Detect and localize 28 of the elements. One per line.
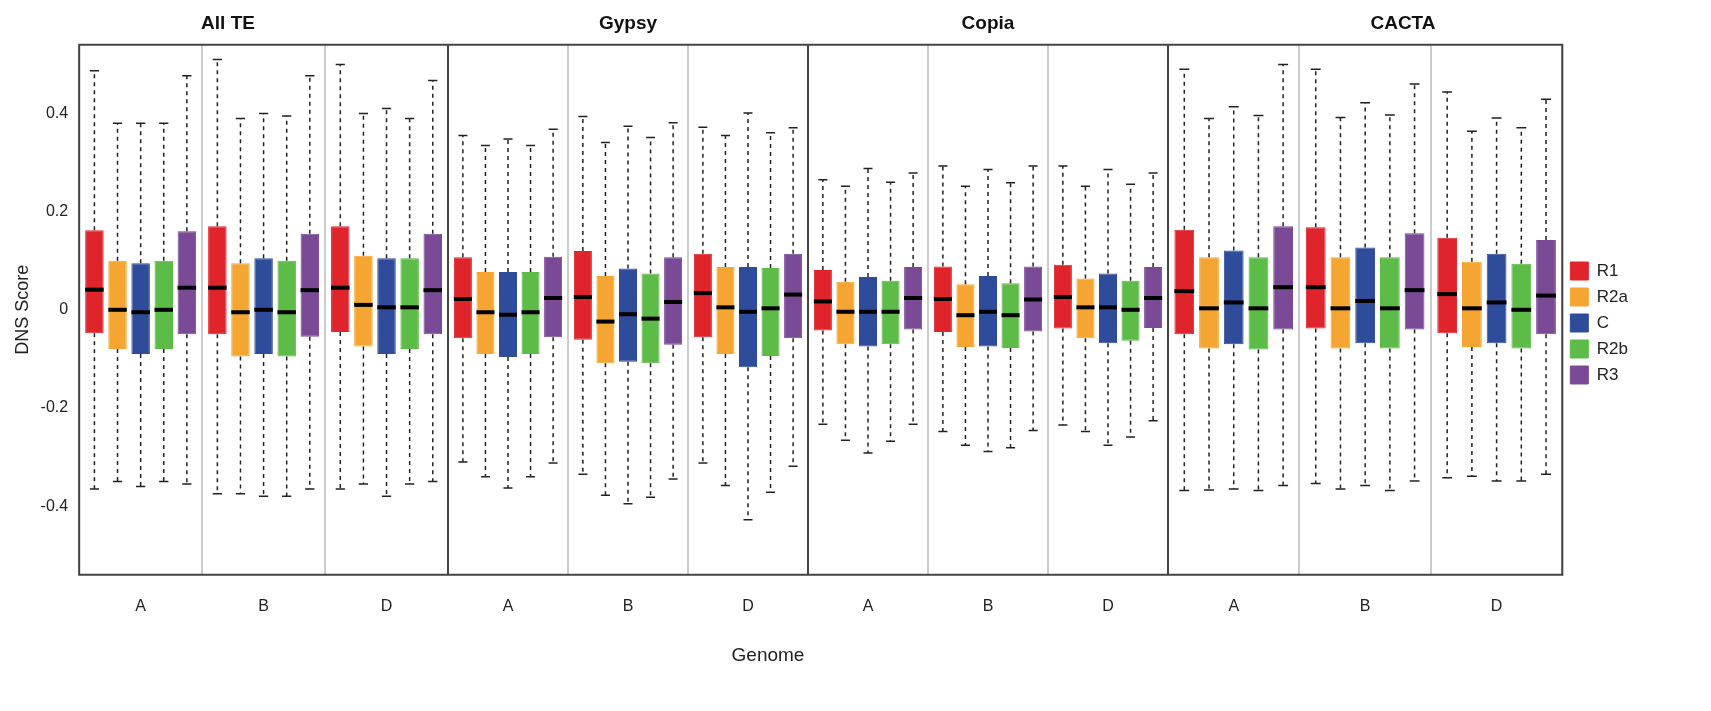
x-tick-label: A	[862, 596, 874, 614]
chart-title: CACTA	[1370, 11, 1436, 33]
x-tick-label: B	[622, 596, 634, 614]
y-tick-label: 0	[59, 300, 69, 318]
x-tick-label: B	[258, 596, 269, 614]
chart-title: All TE	[201, 11, 255, 33]
x-tick-label: B	[1359, 596, 1371, 614]
legend-label: R2a	[1596, 286, 1629, 306]
x-tick-label: A	[1228, 596, 1240, 614]
x-tick-label: D	[1490, 596, 1503, 614]
x-tick-label: D	[380, 596, 393, 614]
legend-label: R3	[1596, 364, 1619, 384]
y-tick-label: 0.4	[45, 103, 69, 121]
y-tick-label: 0.2	[45, 202, 69, 220]
x-tick-label: B	[982, 596, 994, 614]
x-tick-label: D	[742, 596, 754, 614]
x-tick-label: A	[135, 596, 147, 614]
legend-label: C	[1596, 312, 1610, 332]
y-axis-title: DNS Score	[11, 264, 32, 355]
y-tick-label: -0.2	[40, 398, 69, 416]
legend-label: R1	[1596, 260, 1619, 280]
x-tick-label: A	[502, 596, 514, 614]
x-tick-label: D	[1102, 596, 1114, 614]
chart-title: Gypsy	[598, 11, 658, 33]
legend-label: R2b	[1596, 338, 1628, 358]
y-tick-label: -0.4	[40, 496, 69, 514]
x-axis-title: Genome	[731, 644, 805, 666]
chart-title: Copia	[961, 11, 1015, 33]
